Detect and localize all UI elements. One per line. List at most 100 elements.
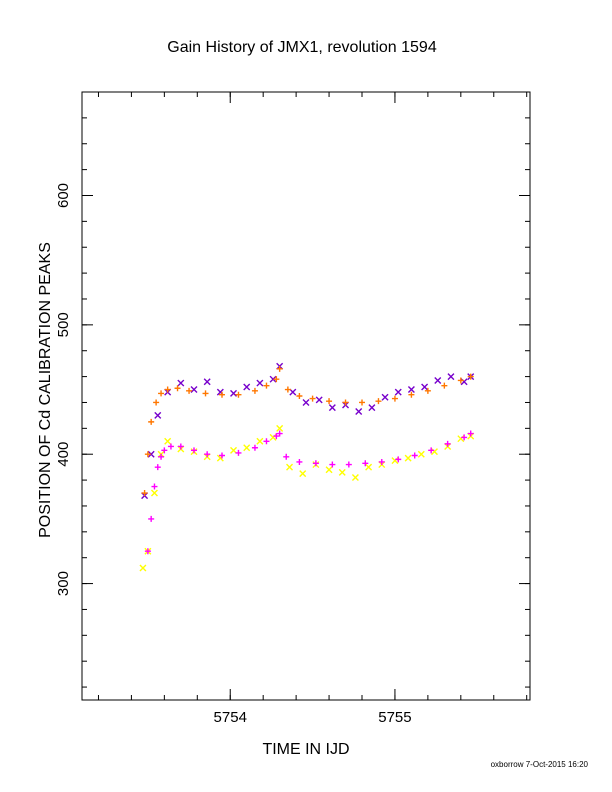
data-point [365, 463, 373, 471]
data-point [256, 437, 264, 445]
data-point [441, 382, 448, 389]
data-point [276, 424, 284, 432]
data-point [219, 452, 225, 459]
data-point [283, 453, 290, 460]
data-point [381, 393, 389, 401]
data-point [404, 454, 412, 462]
series-3 [139, 424, 475, 572]
data-point [461, 434, 468, 441]
data-point [338, 468, 346, 476]
data-point [154, 411, 162, 419]
y-tick-label: 400 [55, 442, 72, 467]
data-point [158, 390, 165, 397]
data-point [424, 387, 431, 394]
data-point [457, 377, 464, 384]
series-layer [139, 362, 475, 572]
series-1 [141, 362, 475, 500]
data-point [202, 390, 209, 397]
y-axis-label: POSITION OF Cd CALIBRATION PEAKS [37, 242, 54, 538]
data-point [164, 386, 171, 393]
data-point [391, 457, 399, 465]
data-point [147, 450, 155, 458]
data-point [296, 458, 303, 465]
data-point [161, 447, 168, 454]
data-point [378, 458, 385, 465]
data-point [167, 443, 174, 450]
data-point [428, 447, 435, 454]
data-point [395, 456, 402, 463]
data-point [177, 443, 184, 450]
data-point [296, 393, 303, 399]
data-point [417, 450, 425, 458]
data-point [256, 379, 264, 387]
data-point [263, 438, 270, 445]
data-point [351, 474, 359, 481]
data-point [368, 404, 376, 412]
chart-title: Gain History of JMX1, revolution 1594 [167, 39, 437, 56]
data-point [421, 383, 429, 391]
data-point [362, 460, 369, 467]
data-point [151, 483, 158, 490]
data-point [434, 376, 442, 384]
data-point [230, 389, 238, 397]
data-point [243, 444, 251, 452]
data-point [286, 463, 294, 471]
data-point [299, 470, 307, 478]
data-point [144, 548, 151, 555]
axis-ticks [82, 91, 530, 700]
data-point [342, 399, 349, 406]
data-point [407, 386, 415, 394]
data-point [158, 453, 165, 460]
data-point [190, 386, 198, 394]
y-tick-label: 300 [55, 571, 72, 596]
data-point [164, 437, 172, 445]
data-point [186, 387, 193, 394]
data-point [355, 408, 363, 416]
data-point [447, 373, 455, 381]
data-point [394, 388, 402, 396]
data-point [302, 398, 310, 406]
data-point [391, 395, 398, 402]
data-point [204, 451, 211, 458]
y-tick-label: 500 [55, 312, 72, 337]
data-point [251, 444, 258, 451]
series-2 [141, 365, 474, 497]
series-4 [144, 430, 474, 555]
data-point [191, 447, 197, 454]
data-point [273, 376, 280, 383]
data-point [251, 387, 258, 394]
data-point [359, 399, 365, 406]
data-point [174, 385, 181, 392]
data-point [139, 564, 147, 572]
y-tick-label: 600 [55, 183, 72, 208]
data-point [276, 430, 283, 437]
data-point [444, 440, 451, 447]
data-point [153, 399, 160, 406]
tick-labels: 5754 5755 300 400 500 600 [55, 183, 412, 726]
data-point [276, 365, 283, 372]
data-point [269, 375, 277, 383]
x-tick-label: 5755 [378, 709, 411, 726]
data-point [329, 461, 336, 468]
data-point [309, 395, 316, 402]
data-point [203, 378, 211, 386]
data-point [235, 449, 242, 456]
data-point [315, 396, 323, 404]
data-point [325, 466, 333, 474]
data-point [457, 435, 465, 443]
data-point [273, 433, 280, 440]
data-point [177, 379, 185, 387]
data-point [328, 404, 336, 412]
data-point [150, 489, 158, 497]
data-point [243, 383, 251, 391]
data-point [144, 451, 151, 458]
data-point [312, 460, 319, 467]
data-point [430, 448, 438, 456]
data-point [141, 490, 148, 497]
data-point [148, 515, 155, 522]
data-point [263, 382, 270, 389]
x-tick-label: 5754 [214, 709, 247, 726]
data-point [375, 398, 382, 405]
data-point [154, 464, 161, 471]
